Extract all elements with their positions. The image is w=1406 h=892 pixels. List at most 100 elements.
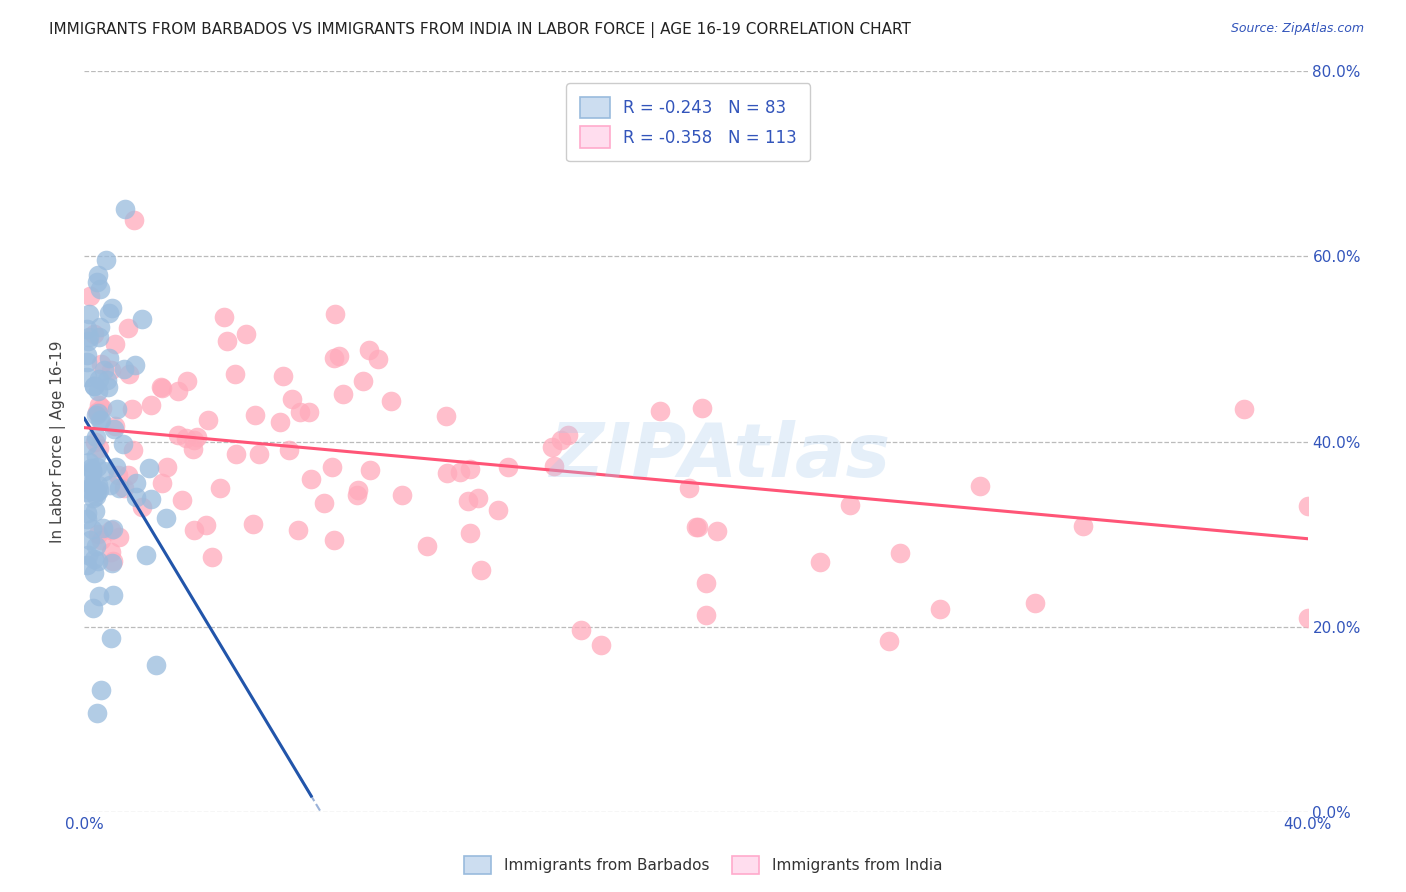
Point [76,512,98,526]
Point [87,407,110,421]
Point [176,374,198,388]
Point [183,433,205,447]
Point [86,478,108,492]
Point [121,442,143,457]
Point [125,491,148,505]
Point [83,566,105,580]
Point [391,488,413,502]
Point [150,476,173,491]
Point [84,430,107,444]
Point [107,468,129,483]
Point [1024,596,1046,610]
Point [103,522,125,536]
Point [1296,610,1319,624]
Point [76,549,98,563]
Point [217,334,239,348]
Point [332,387,354,401]
Point [89,442,111,456]
Point [224,368,246,382]
Point [89,413,111,427]
Point [174,431,197,445]
Point [76,322,98,336]
Point [183,442,205,456]
Point [138,460,160,475]
Point [117,321,139,335]
Point [269,415,291,429]
Legend: R = -0.243   N = 83, R = -0.358   N = 113: R = -0.243 N = 83, R = -0.358 N = 113 [567,83,810,161]
Point [470,563,492,577]
Point [929,602,952,616]
Point [569,623,592,637]
Point [108,481,131,495]
Point [112,361,135,376]
Point [79,533,101,548]
Point [83,379,105,393]
Point [359,463,381,477]
Point [557,427,579,442]
Point [91,521,114,535]
Point [299,472,322,486]
Point [277,443,299,458]
Point [145,658,167,673]
Text: ZIPAtlas: ZIPAtlas [550,420,891,493]
Point [77,334,100,349]
Point [114,202,136,217]
Point [380,394,402,409]
Point [87,589,110,603]
Point [76,558,98,572]
Point [436,467,458,481]
Point [225,447,247,461]
Point [76,506,98,520]
Point [86,384,108,398]
Point [1073,519,1095,533]
Text: Source: ZipAtlas.com: Source: ZipAtlas.com [1230,22,1364,36]
Point [97,380,120,394]
Point [540,440,562,454]
Point [76,438,98,452]
Point [87,526,110,541]
Point [104,418,127,433]
Point [449,465,471,479]
Point [80,479,103,493]
Point [808,555,831,569]
Point [686,520,709,534]
Point [458,526,481,541]
Point [79,307,101,321]
Point [321,460,343,475]
Point [467,491,489,505]
Point [287,523,309,537]
Point [243,409,266,423]
Point [706,524,728,538]
Point [112,481,135,495]
Point [486,503,509,517]
Legend: Immigrants from Barbados, Immigrants from India: Immigrants from Barbados, Immigrants fro… [458,850,948,880]
Point [101,554,124,568]
Point [156,459,179,474]
Point [76,348,98,362]
Point [839,498,862,512]
Point [242,517,264,532]
Point [1233,401,1256,416]
Point [889,546,911,560]
Point [87,554,110,568]
Point [312,496,335,510]
Point [150,381,173,395]
Point [135,548,157,562]
Point [83,552,105,566]
Point [139,491,162,506]
Point [84,489,107,503]
Point [86,405,108,419]
Y-axis label: In Labor Force | Age 16-19: In Labor Force | Age 16-19 [49,340,66,543]
Point [346,487,368,501]
Point [170,493,193,508]
Point [235,327,257,342]
Point [90,401,112,416]
Text: IMMIGRANTS FROM BARBADOS VS IMMIGRANTS FROM INDIA IN LABOR FORCE | AGE 16-19 COR: IMMIGRANTS FROM BARBADOS VS IMMIGRANTS F… [49,22,911,38]
Point [322,351,344,366]
Point [460,462,482,476]
Point [648,404,671,418]
Point [108,530,131,544]
Point [1296,500,1319,514]
Point [101,301,124,316]
Point [80,477,103,491]
